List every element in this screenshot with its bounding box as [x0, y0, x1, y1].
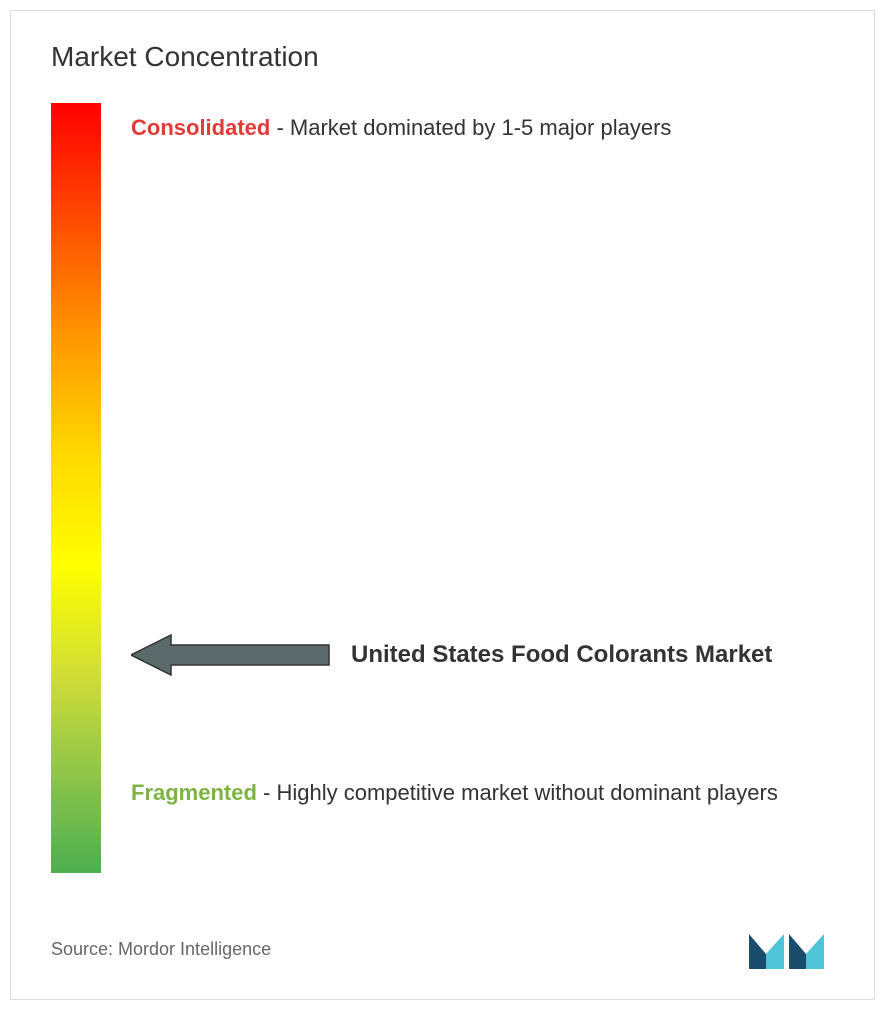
- market-name: United States Food Colorants Market: [351, 638, 772, 672]
- market-indicator: United States Food Colorants Market: [131, 633, 772, 677]
- consolidated-label: Consolidated - Market dominated by 1-5 m…: [131, 108, 671, 148]
- concentration-gradient-bar: [51, 103, 101, 873]
- footer: Source: Mordor Intelligence: [51, 924, 834, 974]
- fragmented-label: Fragmented - Highly competitive market w…: [131, 773, 778, 813]
- infographic-container: Market Concentration Consolidated: [10, 10, 875, 1000]
- logo-icon: [744, 924, 834, 974]
- consolidated-highlight: Consolidated: [131, 115, 270, 140]
- content-area: Consolidated - Market dominated by 1-5 m…: [51, 103, 834, 903]
- page-title: Market Concentration: [51, 41, 834, 73]
- arrow-icon: [131, 633, 331, 677]
- consolidated-desc: - Market dominated by 1-5 major players: [276, 115, 671, 140]
- source-text: Source: Mordor Intelligence: [51, 939, 271, 960]
- text-area: Consolidated - Market dominated by 1-5 m…: [131, 103, 834, 873]
- mordor-logo: [744, 924, 834, 974]
- fragmented-desc: - Highly competitive market without domi…: [263, 780, 778, 805]
- fragmented-highlight: Fragmented: [131, 780, 257, 805]
